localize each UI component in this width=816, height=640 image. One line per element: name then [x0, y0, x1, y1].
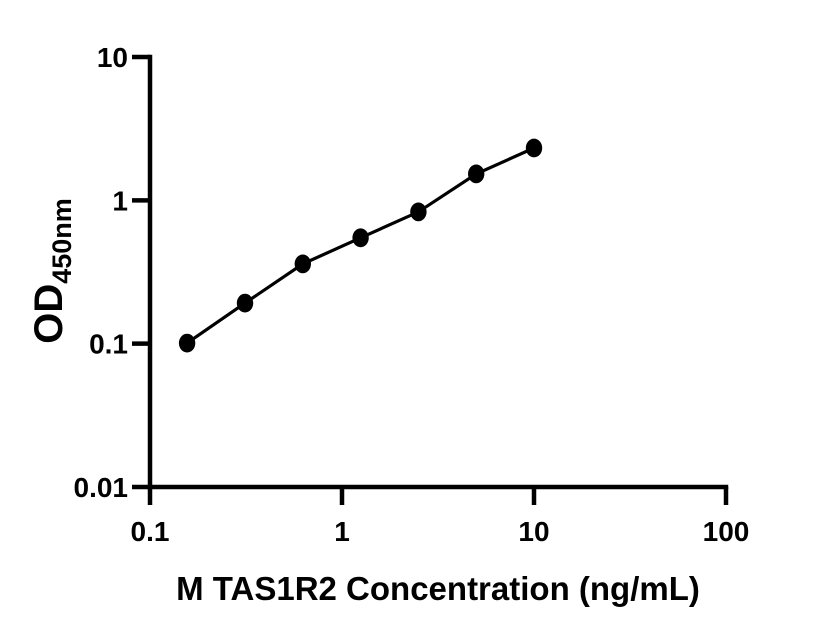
- x-tick-label: 10: [518, 516, 549, 547]
- data-point-marker: [294, 254, 311, 274]
- series-standard-curve: [178, 138, 543, 353]
- x-tick-label: 0.1: [131, 516, 170, 547]
- data-point-marker: [352, 228, 369, 248]
- data-point-marker: [410, 202, 427, 222]
- x-tick-label: 100: [703, 516, 750, 547]
- y-axis-title-main: OD: [27, 284, 71, 344]
- data-point-marker: [236, 293, 254, 313]
- y-tick-label: 0.01: [74, 472, 129, 503]
- y-axis-title-subscript: 450nm: [47, 198, 77, 284]
- y-tick-label: 1: [112, 185, 128, 216]
- y-tick-label: 10: [97, 42, 128, 73]
- data-point-marker: [525, 138, 543, 158]
- x-tick-label: 1: [334, 516, 350, 547]
- y-axis-title: OD450nm: [27, 198, 77, 344]
- y-axis-ticks: 0.01 0.1 1 10: [74, 42, 150, 503]
- y-tick-label: 0.1: [89, 329, 128, 360]
- data-point-marker: [468, 164, 485, 184]
- x-axis-title: M TAS1R2 Concentration (ng/mL): [176, 570, 700, 607]
- data-point-marker: [178, 333, 196, 353]
- x-axis-ticks: 0.1 1 10 100: [131, 487, 750, 547]
